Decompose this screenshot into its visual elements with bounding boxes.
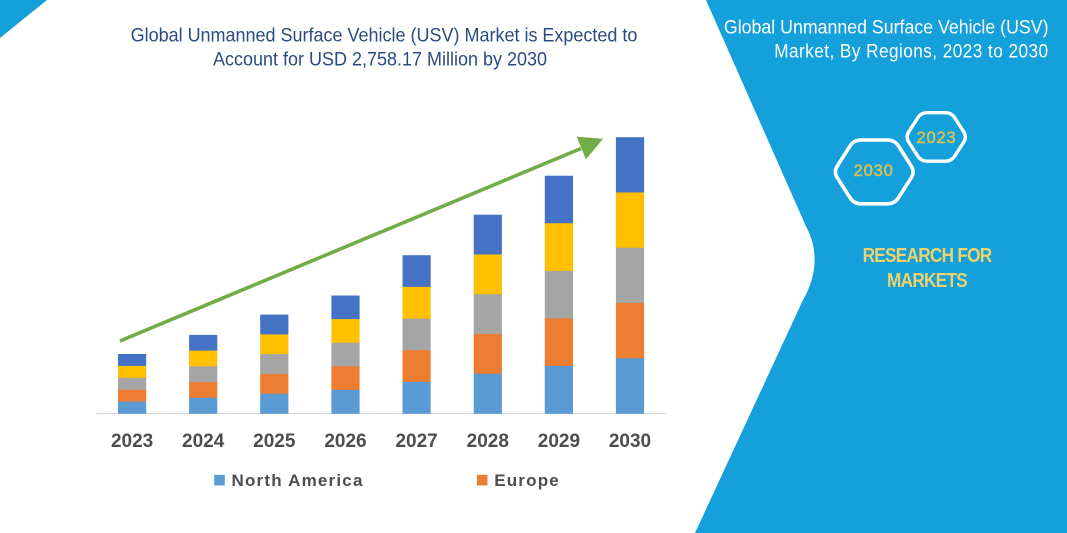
svg-text:2029: 2029 — [538, 431, 580, 452]
svg-text:2024: 2024 — [182, 431, 225, 452]
svg-text:2028: 2028 — [467, 431, 509, 452]
svg-text:2026: 2026 — [324, 431, 366, 452]
svg-text:Europe: Europe — [494, 471, 560, 490]
svg-text:Market, By Regions, 2023 to 20: Market, By Regions, 2023 to 2030 — [774, 41, 1048, 62]
svg-text:MARKETS: MARKETS — [887, 269, 967, 292]
svg-text:Global Unmanned Surface Vehicl: Global Unmanned Surface Vehicle (USV) — [724, 15, 1049, 37]
svg-text:2025: 2025 — [253, 431, 296, 452]
svg-text:2023: 2023 — [917, 129, 957, 147]
svg-text:2027: 2027 — [395, 431, 437, 452]
svg-text:2030: 2030 — [854, 162, 894, 180]
svg-text:North America: North America — [232, 471, 364, 490]
svg-text:Account for USD 2,758.17 Milli: Account for USD 2,758.17 Million by 2030 — [213, 48, 547, 70]
svg-text:Global Unmanned Surface Vehicl: Global Unmanned Surface Vehicle (USV) Ma… — [131, 24, 638, 46]
svg-text:2023: 2023 — [111, 431, 153, 452]
svg-text:2030: 2030 — [609, 431, 651, 452]
svg-text:RESEARCH FOR: RESEARCH FOR — [863, 244, 993, 267]
